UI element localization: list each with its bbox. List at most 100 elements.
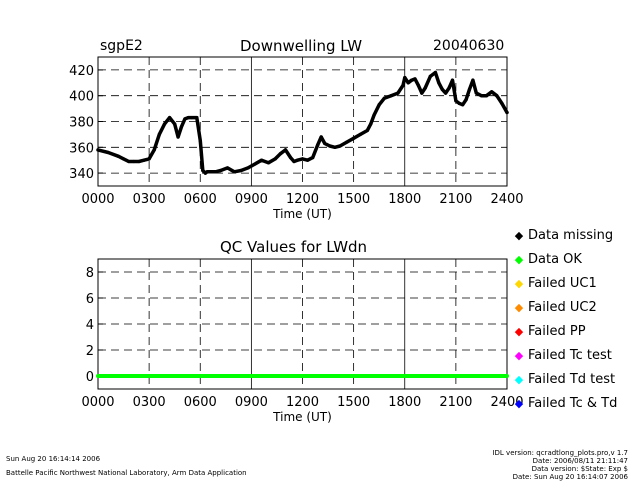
lw-point — [423, 86, 427, 90]
lw-point — [198, 139, 202, 143]
legend-item: ◆ Failed UC1 — [514, 276, 597, 291]
qc-x-tick-label: 0300 — [133, 395, 166, 410]
lw-point — [333, 145, 337, 149]
lw-point — [467, 87, 472, 91]
lw-point — [266, 161, 271, 165]
lw-x-tick-label: 0900 — [235, 192, 268, 207]
lw-point — [401, 83, 405, 87]
qc-y-tick-label: 0 — [86, 370, 94, 385]
lw-point — [190, 116, 194, 120]
lw-point — [338, 144, 342, 148]
site-label: sgpE2 — [100, 38, 143, 54]
lw-point — [300, 157, 305, 161]
lw-x-tick-label: 1200 — [286, 192, 319, 207]
lw-point — [409, 78, 414, 82]
lw-point — [358, 132, 363, 136]
lw-point — [319, 135, 323, 139]
legend-item: ◆ Data OK — [514, 252, 582, 267]
qc-values-chart: 0000 0300 0600 0900 1200 1500 1800 2100 2400 0 2 4 6… — [81, 258, 524, 424]
lw-point — [490, 90, 494, 94]
lw-point — [142, 158, 146, 162]
lw-point — [205, 170, 209, 174]
lw-x-tick-label: 0600 — [184, 192, 217, 207]
lw-point — [311, 156, 315, 160]
lw-x-tick-label: 0000 — [81, 192, 114, 207]
legend-item: ◆ Failed Tc & Td — [514, 396, 618, 411]
lw-point — [382, 96, 386, 100]
qc-x-tick-label: 0600 — [184, 395, 217, 410]
qc-x-tick-label: 1200 — [286, 395, 319, 410]
lw-point — [195, 116, 199, 120]
lw-point — [389, 94, 393, 98]
lw-point — [173, 122, 177, 126]
lw-point — [246, 166, 250, 170]
lw-x-tick-label: 1800 — [388, 192, 421, 207]
lw-point — [454, 99, 458, 103]
lw-point — [167, 116, 172, 120]
lw-point — [495, 94, 499, 98]
legend-label: Failed Td test — [528, 372, 616, 387]
footer-run-date: Date: Sun Aug 20 16:14:07 2006 — [512, 473, 628, 481]
lw-point — [121, 157, 126, 161]
lw-point — [474, 91, 478, 95]
lw-point — [479, 94, 484, 98]
lw-point — [157, 132, 161, 136]
qc-x-tick-label: 1800 — [388, 395, 421, 410]
lw-point — [137, 159, 141, 164]
legend-marker-icon: ◆ — [514, 349, 524, 362]
lw-point — [500, 101, 504, 106]
lw-point — [132, 159, 136, 164]
legend-marker-icon: ◆ — [514, 301, 524, 314]
lw-point — [186, 116, 190, 120]
lw-point — [369, 122, 373, 126]
legend-label: Data OK — [528, 252, 582, 267]
legend-label: Failed Tc test — [528, 348, 612, 363]
lw-point — [208, 170, 213, 174]
lw-point — [147, 157, 151, 161]
legend-marker-icon: ◆ — [514, 325, 524, 338]
lw-point — [352, 136, 356, 140]
lw-point — [239, 168, 243, 173]
lw-point — [450, 78, 455, 82]
lw-point — [232, 170, 236, 174]
lw-point — [116, 154, 121, 158]
lw-point — [176, 135, 180, 139]
lw-point — [345, 140, 349, 144]
lw-point — [437, 81, 441, 85]
legend-item: ◆ Failed Td test — [514, 372, 615, 387]
qc-x-tick-label: 0000 — [81, 395, 114, 410]
date-label: 20040630 — [433, 38, 505, 54]
lw-point — [406, 81, 410, 85]
lw-point — [106, 150, 110, 155]
lw-y-tick-label: 340 — [69, 167, 94, 182]
lw-point — [484, 94, 489, 98]
lw-point — [219, 168, 223, 173]
lw-point — [440, 87, 444, 91]
legend-label: Failed PP — [528, 324, 586, 339]
lw-point — [372, 113, 376, 117]
lw-point — [464, 97, 468, 102]
lw-point — [471, 78, 475, 82]
qc-y-tick-label: 6 — [86, 292, 94, 307]
footer-timestamp: Sun Aug 20 16:14:14 2006 — [6, 455, 101, 463]
lw-point — [420, 91, 424, 95]
legend-label: Data missing — [528, 228, 614, 243]
footer-idl-version: IDL version: qcradtlong_plots.pro,v 1.7 — [492, 449, 628, 457]
legend-marker-icon: ◆ — [514, 229, 524, 242]
qc-x-axis-label: Time (UT) — [272, 410, 332, 424]
qc-x-tick-label: 1500 — [337, 395, 370, 410]
footer-data-version: Data version: $State: Exp $ — [531, 465, 628, 473]
lw-point — [444, 91, 448, 95]
lw-point — [365, 128, 369, 133]
legend-label: Failed UC1 — [528, 276, 597, 291]
lw-point — [278, 152, 282, 156]
lw-point — [413, 77, 417, 81]
legend-marker-icon: ◆ — [514, 397, 524, 410]
lw-point — [328, 144, 332, 148]
lw-point — [428, 74, 432, 78]
lw-point — [377, 103, 381, 107]
lw-y-tick-label: 400 — [69, 90, 94, 105]
qc-x-tick-label: 0900 — [235, 395, 268, 410]
legend-marker-icon: ◆ — [514, 373, 524, 386]
lw-point — [457, 101, 461, 106]
